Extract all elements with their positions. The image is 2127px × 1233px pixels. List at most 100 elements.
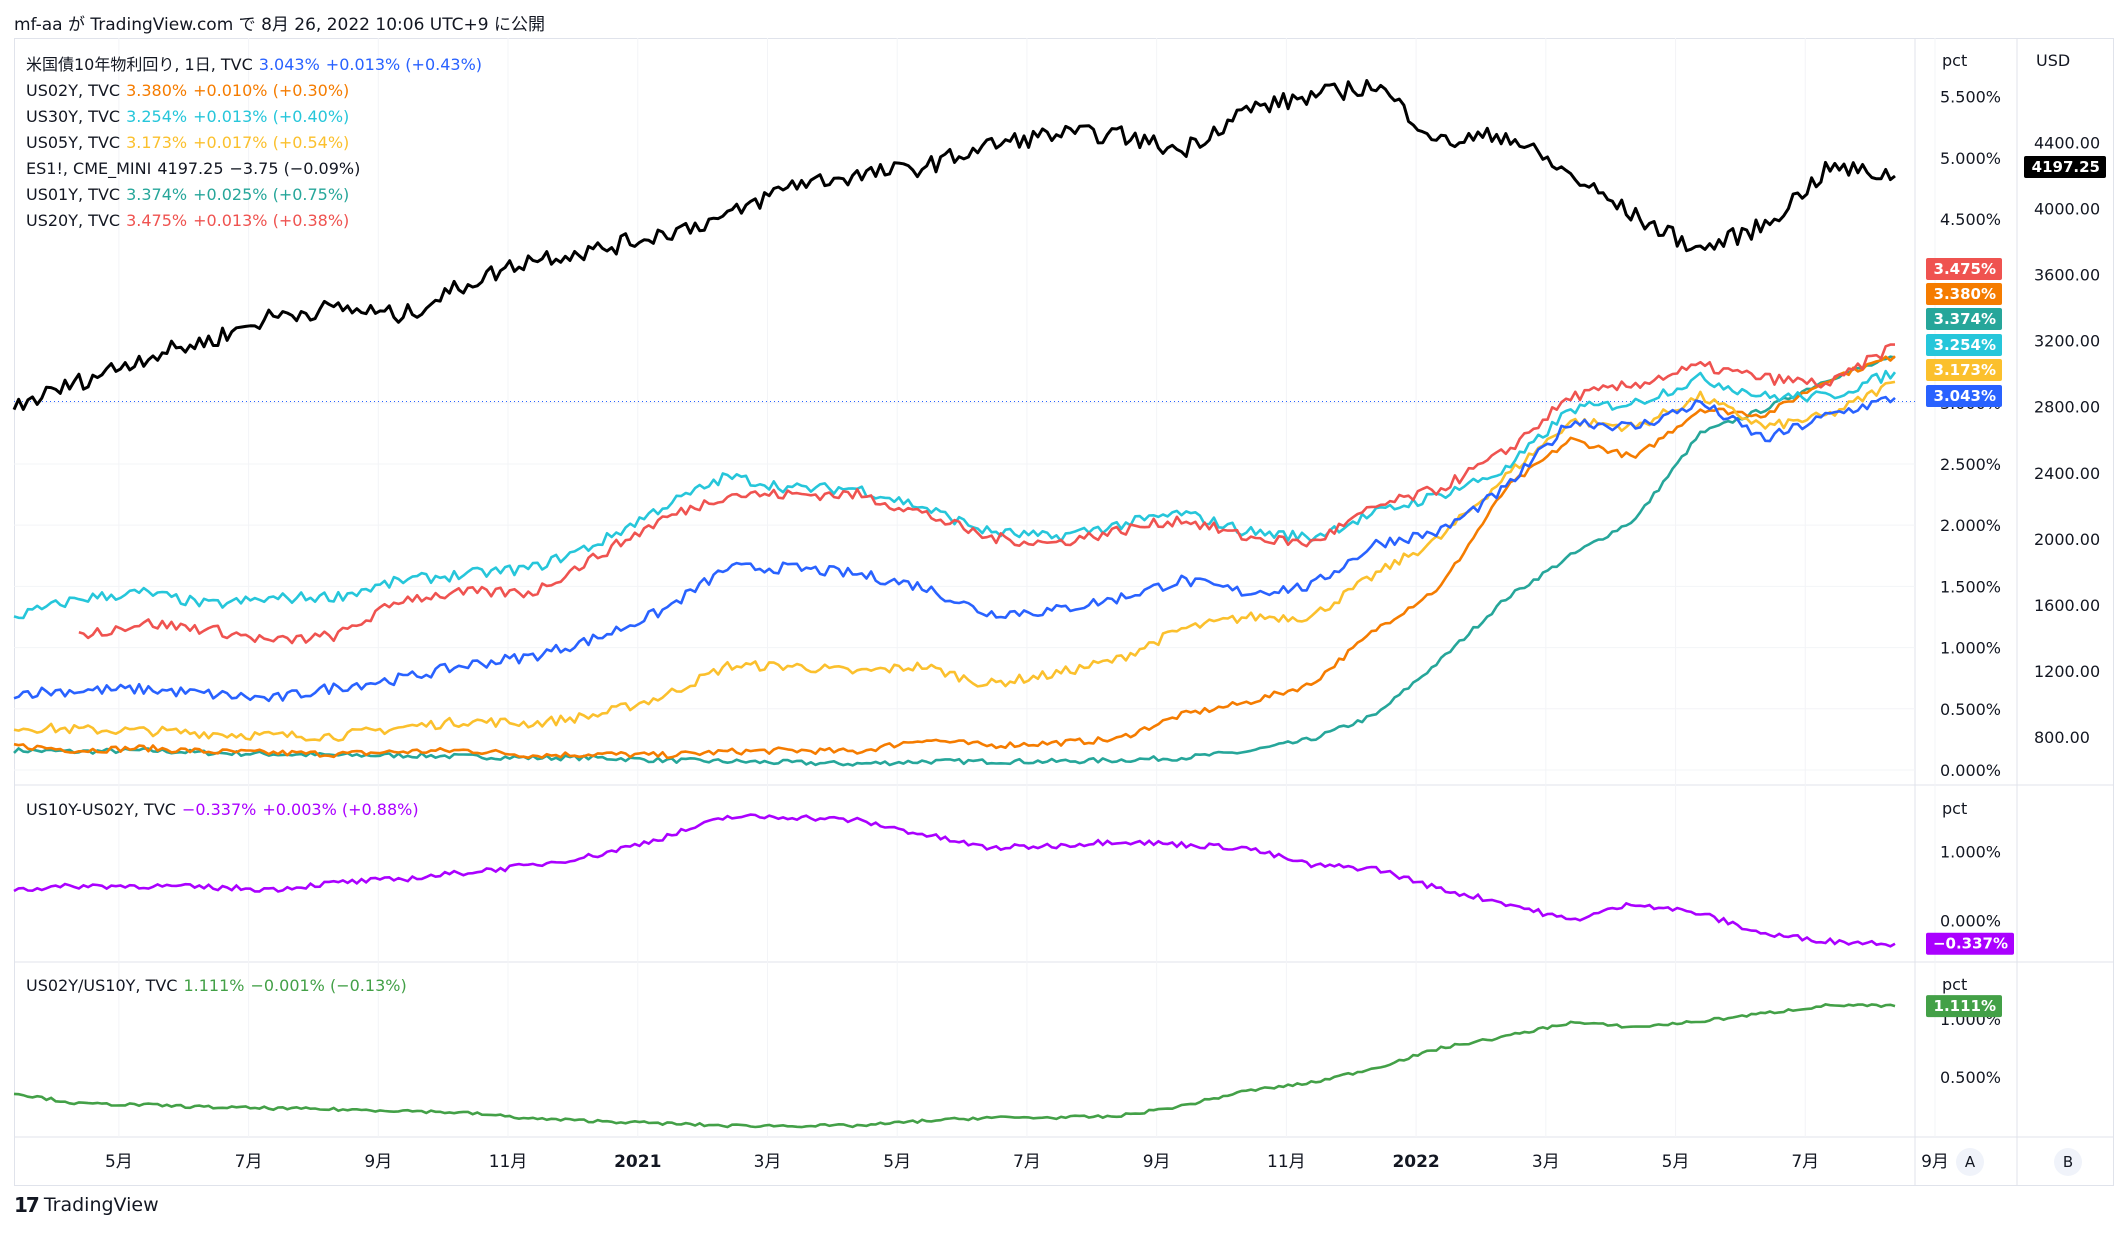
price-badge-bg — [1926, 283, 2002, 305]
series-line-us01y — [13, 355, 1896, 767]
x-tick-label: 5月 — [883, 1152, 911, 1172]
legend-last-value: 3.374% — [126, 185, 188, 204]
price-badge: 3.380% — [1934, 285, 1996, 303]
pct-axis-unit: pct — [1942, 51, 1967, 70]
usd-tick-label: 1200.00 — [2034, 662, 2100, 681]
legend-last-value: 3.173% — [126, 133, 188, 152]
usd-tick-label: 2400.00 — [2034, 464, 2100, 483]
legend-last-value: 3.043% — [258, 55, 320, 74]
legend-series-name: US05Y, TVC — [26, 133, 121, 152]
price-badge-bg — [1926, 359, 2002, 381]
price-badge: 3.173% — [1934, 361, 1996, 379]
price-badge: 3.374% — [1934, 310, 1996, 328]
legend-last-value: −0.337% — [181, 800, 257, 819]
legend-series-name: ES1!, CME_MINI — [26, 159, 152, 178]
legend-change: +0.013% (+0.43%) — [325, 55, 483, 74]
pct-tick-label: 4.500% — [1940, 210, 2001, 229]
x-tick-label: 7月 — [235, 1152, 263, 1172]
chart-frame — [14, 38, 2114, 1186]
pct-tick-label: 5.000% — [1940, 149, 2001, 168]
legend-main-row[interactable]: US20Y, TVC 3.475% +0.013% (+0.38%) — [26, 208, 488, 234]
legend-change: −0.001% (−0.13%) — [250, 976, 407, 995]
price-badge-bg — [1926, 385, 2002, 407]
series-line-us30y — [13, 369, 1897, 620]
auto-scale-button[interactable]: A — [1956, 1148, 1984, 1176]
x-tick-label: 5月 — [1662, 1152, 1690, 1172]
legend-main-row[interactable]: US30Y, TVC 3.254% +0.013% (+0.40%) — [26, 104, 488, 130]
x-tick-label: 2022 — [1392, 1152, 1439, 1172]
legend-main-row[interactable]: US02Y, TVC 3.380% +0.010% (+0.30%) — [26, 78, 488, 104]
series-line-ratio — [13, 1003, 1896, 1129]
usd-tick-label: 800.00 — [2034, 728, 2090, 747]
publish-header: mf-aa が TradingView.com で 8月 26, 2022 10… — [14, 15, 545, 35]
legend-series-name: US20Y, TVC — [26, 211, 121, 230]
main-pane-legend: 米国債10年物利回り, 1日, TVC 3.043% +0.013% (+0.43%… — [26, 52, 488, 234]
pct-tick-label: 5.500% — [1940, 88, 2001, 107]
x-tick-label: 11月 — [489, 1152, 528, 1172]
x-tick-label: 9月 — [1143, 1152, 1171, 1172]
footer: 17 TradingView — [14, 1193, 159, 1217]
legend-last-value: 4197.25 — [157, 159, 224, 178]
x-tick-label: 9月 — [1921, 1152, 1949, 1172]
usd-axis-unit: USD — [2036, 51, 2070, 70]
legend-main-row[interactable]: 米国債10年物利回り, 1日, TVC 3.043% +0.013% (+0.43%… — [26, 52, 488, 78]
log-scale-button[interactable]: B — [2054, 1148, 2082, 1176]
series-line-spread — [13, 813, 1896, 948]
legend-change: +0.025% (+0.75%) — [193, 185, 350, 204]
usd-tick-label: 1600.00 — [2034, 596, 2100, 615]
legend-change: +0.013% (+0.38%) — [193, 211, 350, 230]
price-badge-bg — [1926, 334, 2002, 356]
x-tick-label: 5月 — [105, 1152, 133, 1172]
price-badge-ratio-bg — [1926, 995, 2002, 1018]
spread-axis-unit: pct — [1942, 799, 1967, 818]
usd-tick-label: 2800.00 — [2034, 398, 2100, 417]
spread-pane-legend: US10Y-US02Y, TVC −0.337% +0.003% (+0.88%) — [26, 797, 425, 823]
pct-tick-label: 1.000% — [1940, 639, 2001, 658]
legend-main-row[interactable]: US01Y, TVC 3.374% +0.025% (+0.75%) — [26, 182, 488, 208]
legend-change: −3.75 (−0.09%) — [229, 159, 361, 178]
x-tick-label: 3月 — [1532, 1152, 1560, 1172]
usd-tick-label: 4400.00 — [2034, 134, 2100, 153]
ratio-pane-legend: US02Y/US10Y, TVC 1.111% −0.001% (−0.13%) — [26, 973, 413, 999]
legend-change: +0.003% (+0.88%) — [262, 800, 419, 819]
pct-tick-label: 0.500% — [1940, 700, 2001, 719]
legend-main-row[interactable]: US05Y, TVC 3.173% +0.017% (+0.54%) — [26, 130, 488, 156]
series-line-es1 — [12, 79, 1896, 411]
legend-last-value: 1.111% — [183, 976, 245, 995]
usd-tick-label: 2000.00 — [2034, 530, 2100, 549]
legend-main-row[interactable]: ES1!, CME_MINI 4197.25 −3.75 (−0.09%) — [26, 156, 488, 182]
legend-series-name: 米国債10年物利回り, 1日, TVC — [26, 55, 253, 74]
pct-tick-label: 1.500% — [1940, 577, 2001, 596]
legend-last-value: 3.475% — [126, 211, 188, 230]
legend-last-value: 3.254% — [126, 107, 188, 126]
footer-brand[interactable]: TradingView — [43, 1194, 159, 1216]
legend-series-name: US10Y-US02Y, TVC — [26, 800, 176, 819]
ratio-tick-label: 0.500% — [1940, 1068, 2001, 1087]
price-badge: 3.475% — [1934, 260, 1996, 278]
x-tick-label: 9月 — [364, 1152, 392, 1172]
price-badge-spread: −0.337% — [1933, 935, 2008, 953]
price-badge-es1: 4197.25 — [2032, 158, 2100, 176]
x-tick-label: 3月 — [754, 1152, 782, 1172]
legend-spread-row[interactable]: US10Y-US02Y, TVC −0.337% +0.003% (+0.88%) — [26, 797, 425, 823]
series-line-us10y — [13, 395, 1896, 703]
pct-tick-label: 0.000% — [1940, 761, 2001, 780]
legend-series-name: US02Y, TVC — [26, 81, 121, 100]
x-tick-label: 11月 — [1267, 1152, 1306, 1172]
price-badge: 3.043% — [1934, 387, 1996, 405]
price-badge: 3.254% — [1934, 336, 1996, 354]
price-badge-es1-bg — [2024, 156, 2106, 178]
usd-tick-label: 4000.00 — [2034, 200, 2100, 219]
legend-last-value: 3.380% — [126, 81, 188, 100]
x-tick-label: 7月 — [1013, 1152, 1041, 1172]
legend-change: +0.017% (+0.54%) — [193, 133, 350, 152]
legend-ratio-row[interactable]: US02Y/US10Y, TVC 1.111% −0.001% (−0.13%) — [26, 973, 413, 999]
legend-series-name: US02Y/US10Y, TVC — [26, 976, 178, 995]
x-tick-label: 2021 — [614, 1152, 661, 1172]
legend-change: +0.010% (+0.30%) — [193, 81, 350, 100]
legend-series-name: US01Y, TVC — [26, 185, 121, 204]
ratio-axis-unit: pct — [1942, 975, 1967, 994]
legend-change: +0.013% (+0.40%) — [193, 107, 350, 126]
price-badge-ratio: 1.111% — [1934, 997, 1996, 1015]
